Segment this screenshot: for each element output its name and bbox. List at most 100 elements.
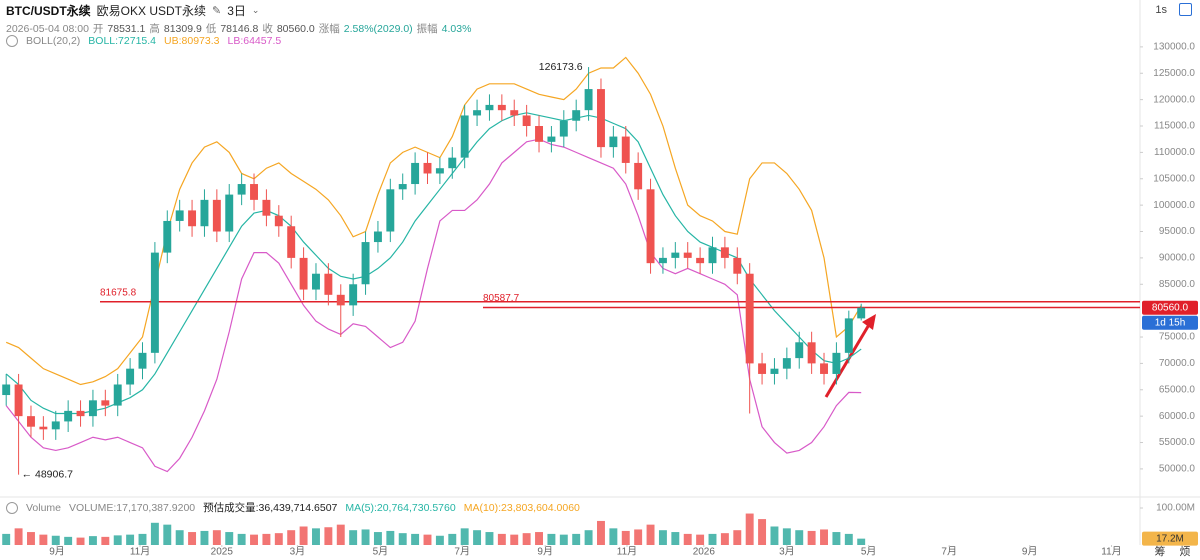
- candle-body: [448, 157, 457, 169]
- y-tick-label: 125000.0: [1153, 68, 1195, 79]
- ohlc-value: 4.03%: [441, 22, 472, 35]
- candle-body: [733, 257, 742, 274]
- volume-bar: [349, 530, 358, 545]
- bottom-button[interactable]: 筹: [1155, 544, 1166, 558]
- x-tick-label: 3月: [290, 546, 306, 558]
- candle-body: [609, 136, 618, 148]
- bottom-button[interactable]: 烦: [1180, 545, 1191, 558]
- x-tick-label: 3月: [779, 546, 795, 558]
- band-line: [5, 112, 862, 415]
- volume-bar: [733, 530, 742, 545]
- volume-bar: Volume VOLUME:17,170,387.9200 预估成交量:36,4…: [6, 500, 580, 515]
- x-tick-label: 7月: [941, 546, 957, 558]
- x-tick-label: 9月: [49, 546, 65, 558]
- volume-bar: [150, 522, 159, 545]
- x-tick-label: 7月: [454, 546, 470, 558]
- bar-time: 2026-05-04 08:00: [6, 22, 89, 35]
- volume-bar: [373, 532, 382, 545]
- volume-bar: [188, 532, 197, 545]
- volume-ma10: MA(10):23,803,604.0060: [463, 501, 580, 514]
- candle-body: [200, 199, 209, 227]
- volume-bar: [782, 528, 791, 545]
- candle-body: [225, 194, 234, 232]
- last-price-label: 80560.0: [1152, 302, 1189, 313]
- volume-bar: [2, 533, 11, 545]
- candle-body: [795, 342, 804, 359]
- y-tick-label: 85000.0: [1159, 279, 1196, 290]
- x-tick-label: 5月: [373, 546, 389, 558]
- ohlc-value: 78531.1: [107, 22, 146, 35]
- candle-body: [423, 162, 432, 174]
- candle-body: [559, 120, 568, 137]
- indicator-name[interactable]: BOLL(20,2): [26, 35, 81, 47]
- volume-bar: [163, 524, 172, 545]
- toggle-icon[interactable]: [6, 35, 18, 47]
- candle-body: [411, 162, 420, 185]
- candle-body: [113, 384, 122, 406]
- candle-body: [770, 368, 779, 374]
- candle-body: [250, 184, 258, 200]
- candle-body: [150, 252, 159, 353]
- volume-bar: [250, 534, 258, 545]
- volume-bar: [27, 532, 35, 545]
- ohlc-label: 收: [262, 23, 273, 35]
- candle-body: [572, 110, 581, 121]
- volume-bar: [832, 532, 841, 545]
- volume-bar: [76, 537, 85, 545]
- candle-body: [51, 421, 60, 430]
- volume-bar: [274, 533, 283, 545]
- y-tick-label: 95000.0: [1159, 226, 1196, 237]
- volume-bar: [621, 530, 630, 545]
- candle-body: [497, 104, 506, 111]
- volume-tick-label: 100.00M: [1156, 503, 1195, 514]
- volume-bar: [559, 534, 568, 545]
- volume-bar: [324, 527, 333, 545]
- x-tick-label: 2025: [211, 547, 234, 558]
- candle-body: [312, 273, 320, 290]
- x-tick-label: 9月: [1022, 546, 1038, 558]
- x-tick-label: 11月: [617, 546, 637, 558]
- edit-icon[interactable]: ✎: [212, 5, 222, 17]
- y-tick-label: 110000.0: [1154, 147, 1195, 158]
- y-tick-label: 55000.0: [1159, 437, 1196, 448]
- volume-bar: [844, 533, 853, 545]
- y-tick-label: 130000.0: [1153, 42, 1195, 53]
- candle-body: [398, 184, 407, 190]
- volume-badge-label: 17.2M: [1156, 533, 1184, 544]
- candle-body: [212, 199, 221, 232]
- volume-bar: [510, 534, 519, 545]
- candle-body: [597, 89, 605, 148]
- ohlc-label: 开: [92, 23, 104, 35]
- arrow-head: [862, 314, 876, 330]
- volume-bar: [658, 530, 667, 545]
- interval[interactable]: 3日: [227, 4, 246, 18]
- volume-bar: [795, 530, 804, 545]
- volume-bar: [113, 535, 122, 545]
- candle-body: [782, 358, 791, 369]
- candle-body: [832, 352, 841, 374]
- volume-bar: [820, 529, 828, 545]
- volume-value: VOLUME:17,170,387.9200: [69, 501, 196, 514]
- symbol[interactable]: BTC/USDT永续: [6, 4, 91, 18]
- volume-bar: [200, 530, 209, 545]
- candle-body: [485, 104, 494, 111]
- volume-bar: [262, 533, 271, 545]
- volume-bar: [609, 528, 618, 545]
- interval-caret[interactable]: ⌄: [251, 5, 260, 15]
- candle-body: [435, 168, 444, 174]
- volume-bar: [646, 524, 655, 545]
- x-tick-label: 2026: [693, 547, 716, 558]
- arrow-shaft: [824, 322, 872, 398]
- volume-bar: [175, 530, 184, 545]
- candle-body: [658, 257, 667, 264]
- candle-body: [27, 416, 35, 427]
- volume-bar: [14, 528, 23, 545]
- toggle-icon[interactable]: [6, 501, 18, 514]
- layout-icon[interactable]: [1179, 3, 1192, 16]
- volume-bar: [386, 530, 395, 545]
- time-button[interactable]: 1s: [1155, 3, 1167, 16]
- candle-body: [126, 368, 135, 385]
- volume-bar: [299, 526, 308, 545]
